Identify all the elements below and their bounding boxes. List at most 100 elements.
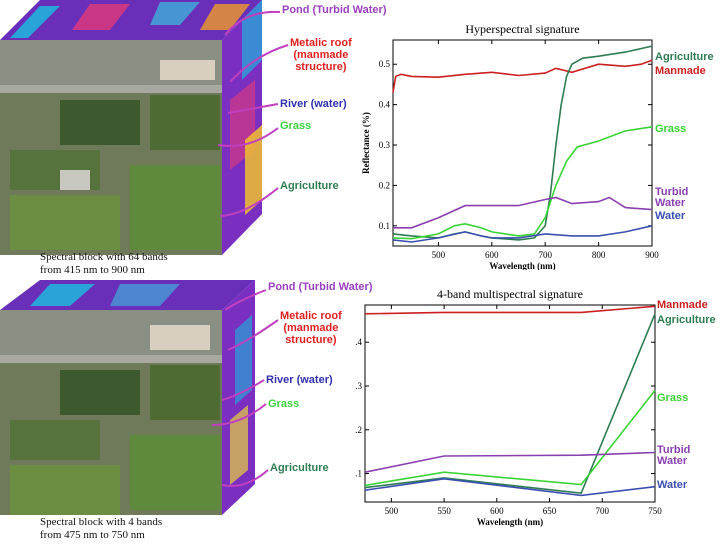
callout-line (224, 10, 281, 36)
callout-line (211, 403, 267, 426)
cube-top-stripe (72, 4, 130, 30)
series-line-turbid (393, 196, 653, 229)
y-axis-label: Reflectance (%) (361, 112, 371, 174)
series-label-grass: Grass (655, 123, 687, 135)
aerial-field (130, 435, 220, 510)
y-tick-label: 0.4 (379, 100, 391, 110)
y-tick-label: 0.3 (379, 140, 391, 150)
hyperspectral-panel: Spectral block with 64 bands from 415 nm… (0, 0, 720, 276)
series-label-turbid: Turbid Water (655, 187, 688, 209)
grass-label: Grass (268, 398, 300, 410)
chart-title: 4-band multispectral signature (437, 287, 583, 301)
label-line: Metalic roof (280, 310, 342, 322)
plot-frame (392, 39, 653, 247)
aerial-trees (60, 100, 140, 145)
river-label: River (water) (280, 98, 347, 110)
caption-line: Spectral block with 64 bands (40, 251, 168, 263)
callout-lines (217, 10, 289, 217)
x-tick-label: 900 (645, 250, 659, 260)
cube-caption: Spectral block with 64 bands from 415 nm… (40, 251, 168, 277)
plot-frame (364, 304, 656, 503)
series-label-line: Turbid (655, 186, 689, 198)
aerial-field (130, 165, 220, 250)
aerial-road (0, 85, 222, 93)
x-tick-label: 500 (432, 250, 446, 260)
callout-line (229, 44, 289, 83)
series-line-water (392, 225, 653, 243)
chart-svg: Hyperspectral signature 500 600 700 800 900 0.… (361, 22, 659, 271)
grass-label: Grass (280, 120, 312, 132)
cube-top-stripe (30, 284, 95, 306)
cube-top-face (0, 0, 262, 40)
y-tick-label: 0.2 (379, 180, 390, 190)
cube-right-stripe (235, 315, 252, 405)
agriculture-label: Agriculture (270, 462, 329, 474)
x-tick-label: 700 (538, 250, 552, 260)
series-label-turbid: Turbid Water (657, 445, 690, 467)
cube-top-stripe (150, 2, 200, 25)
callout-lines (211, 289, 279, 487)
aerial-building (160, 60, 215, 80)
series-label-line: Water (657, 455, 688, 467)
x-tick-label: 700 (596, 506, 610, 516)
series-line-manmade (364, 305, 656, 315)
x-tick-label: 600 (485, 250, 499, 260)
aerial-field (10, 195, 120, 250)
callout-line (221, 469, 269, 487)
aerial-trees (60, 370, 140, 415)
aerial-trees (150, 95, 220, 150)
label-line: (manmade (283, 322, 339, 334)
hyperspectral-chart: Hyperspectral signature 500 600 700 800 900 0.… (355, 0, 720, 271)
aerial-field (10, 420, 100, 460)
series-line-turbid (364, 451, 656, 473)
pond-label: Pond (Turbid Water) (282, 4, 387, 16)
cube-right-stripe (230, 405, 248, 485)
series-label-manmade: Manmade (655, 65, 706, 77)
series-label-water: Water (655, 210, 686, 222)
cube-top-stripe (110, 284, 180, 306)
y-tick-label: 0.4 (355, 337, 363, 347)
series-line-grass (364, 389, 656, 487)
metal-roof-label: Metalic roof (manmade structure) (290, 37, 352, 73)
aerial-road (0, 355, 222, 363)
y-tick-label: 0.1 (379, 221, 390, 231)
river-label: River (water) (266, 374, 333, 386)
label-line: (manmade (293, 49, 349, 61)
hyperspectral-cube-image (0, 0, 262, 255)
y-tick-label: 0.2 (355, 425, 362, 435)
y-tick-label: 0.3 (355, 381, 363, 391)
series-line-agriculture (364, 313, 656, 495)
x-tick-label: 500 (385, 506, 399, 516)
callout-line (227, 103, 279, 114)
series-label-water: Water (657, 479, 688, 491)
pond-label: Pond (Turbid Water) (268, 281, 373, 293)
x-axis-label: Wavelength (nm) (489, 261, 555, 270)
series-label-line: Turbid (657, 444, 691, 456)
x-tick-label: 550 (437, 506, 451, 516)
caption-line: Spectral block with 4 bands (40, 516, 163, 528)
multispectral-chart: 4-band multispectral signature 500 550 600 6… (333, 270, 720, 540)
series-label-line: Water (655, 197, 686, 209)
metal-roof-label: Metalic roof (manmade structure) (280, 310, 342, 346)
aerial-building (60, 170, 90, 190)
callout-line (217, 127, 279, 147)
cube-top-stripe (200, 4, 250, 30)
series-label-manmade: Manmade (657, 299, 708, 311)
x-tick-label: 650 (543, 506, 557, 516)
y-tick-label: 0.1 (355, 469, 362, 479)
label-line: Metalic roof (290, 37, 352, 49)
x-tick-label: 600 (490, 506, 504, 516)
cube-caption: Spectral block with 4 bands from 475 nm … (40, 516, 162, 542)
callout-line (224, 289, 267, 311)
aerial-building (150, 325, 210, 350)
aerial-trees (150, 365, 220, 420)
series-line-grass (392, 126, 653, 240)
agriculture-label: Agriculture (280, 180, 339, 192)
y-tick-label: 0.5 (379, 59, 391, 69)
series-label-agriculture: Agriculture (657, 314, 716, 326)
callout-line (227, 319, 279, 351)
caption-line: from 475 nm to 750 nm (40, 529, 145, 541)
cube-right-stripe (245, 125, 262, 215)
caption-line: from 415 nm to 900 nm (40, 264, 145, 276)
label-line: structure) (285, 334, 337, 346)
